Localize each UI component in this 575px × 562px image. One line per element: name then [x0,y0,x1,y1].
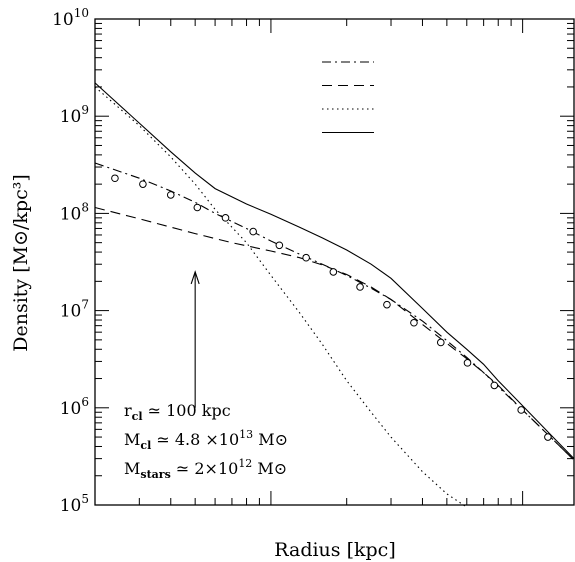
open-circle-marker [356,283,364,291]
arrow-head [190,270,200,285]
axis-tick-labels: 105 106 107 108 109 1010 [52,6,89,516]
open-circle-marker [221,214,230,222]
series-line-dashed [94,206,575,461]
plot-area-border [94,18,575,506]
open-circle-marker [329,268,338,276]
open-circle-marker [410,318,418,327]
open-circle-marker [111,174,119,183]
annotation-mcl: Mcl ≃ 4.8 ×1013 M⊙ [124,428,288,452]
x-axis-label: Radius [kpc] [274,539,395,561]
open-circle-marker [383,300,391,309]
annotation-mstars: Mstars ≃ 2×1012 M⊙ [124,457,287,481]
series-line-solid [94,82,575,459]
open-circle-marker [490,381,499,390]
y-tick-label: 108 [60,200,89,224]
y-tick-label: 109 [60,103,89,127]
series-line-dotted [94,86,468,508]
open-circle-marker [517,406,525,414]
open-circle-marker [463,359,472,367]
open-circle-marker [139,180,147,188]
open-circle-marker [436,338,445,347]
open-circle-marker [193,203,202,212]
open-circle-marker [302,253,310,262]
y-axis-label: Density [M⊙/kpc³] [10,174,32,352]
y-tick-label: 105 [60,492,89,516]
annotations: rcl ≃ 100 kpc Mcl ≃ 4.8 ×1013 M⊙ Mstars ≃ … [124,401,288,481]
open-circle-marker [166,191,175,199]
axis-ticks [94,18,574,506]
y-tick-label: 1010 [52,6,89,30]
plot-frame [94,18,575,506]
arrow-indicator [190,270,200,408]
open-circle-marker [544,433,552,441]
y-tick-label: 106 [60,395,89,419]
open-circle-marker [249,227,257,236]
open-circle-marker [275,241,284,250]
legend [322,61,374,134]
annotation-rcl: rcl ≃ 100 kpc [124,401,231,423]
y-tick-label: 107 [60,298,89,322]
data-markers [111,174,552,441]
